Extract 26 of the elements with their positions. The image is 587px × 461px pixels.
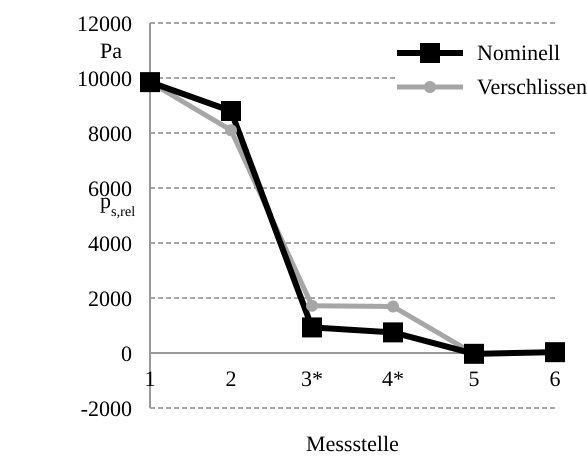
y-tick-label: -2000: [80, 396, 132, 421]
x-tick-label: 6: [550, 366, 560, 391]
point: [306, 300, 318, 312]
y-tick-label: 4000: [88, 230, 132, 256]
point: [221, 101, 241, 121]
x-tick-label: 2: [226, 366, 236, 391]
point: [545, 342, 565, 362]
x-tick-label: 3*: [301, 366, 323, 391]
y-tick-label: 0: [121, 340, 132, 366]
y-tick-label: 2000: [88, 286, 132, 311]
x-tick-label: 1: [144, 366, 156, 391]
x-tick-label: 4*: [382, 366, 404, 391]
legend-label: Nominell: [477, 40, 560, 66]
y-tick-label: 12000: [77, 10, 132, 36]
text: Pa: [100, 38, 122, 63]
y-tick-label: 8000: [88, 120, 132, 146]
legend-label: Verschlissen: [477, 74, 587, 100]
point: [225, 124, 237, 136]
x-tick-label: 5: [468, 366, 480, 391]
point: [302, 317, 322, 338]
x-axis-title: Messstelle: [306, 431, 399, 456]
y-tick-label: 10000: [77, 66, 132, 91]
point: [383, 322, 403, 342]
point: [387, 300, 399, 313]
point: [464, 344, 484, 364]
point: [140, 72, 160, 92]
